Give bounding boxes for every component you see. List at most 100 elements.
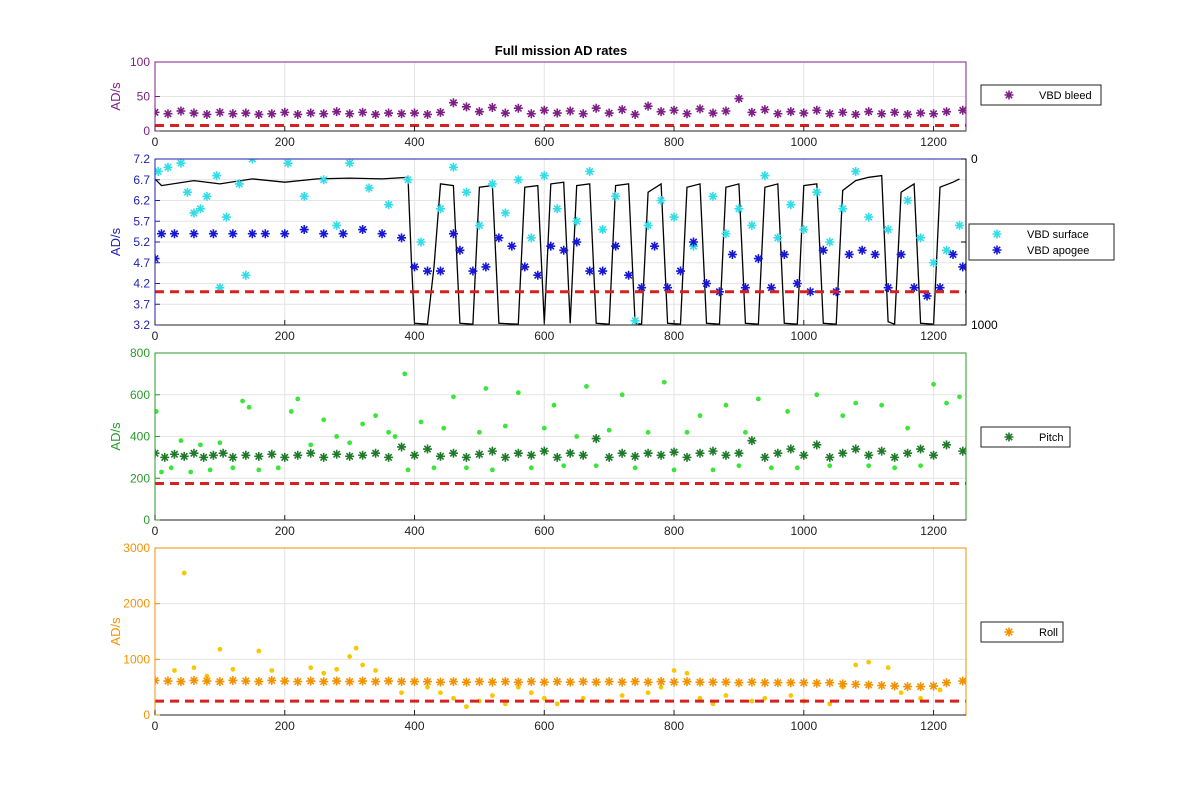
x-tick-label: 400 bbox=[405, 524, 425, 538]
data-point-roll bbox=[254, 677, 264, 687]
data-point-roll-extra bbox=[541, 695, 547, 701]
data-point-pitch-extra bbox=[477, 429, 482, 435]
data-point-vbd-bleed bbox=[838, 107, 848, 117]
data-point-vbd-bleed bbox=[890, 107, 900, 117]
data-point-pitch-extra bbox=[794, 465, 800, 471]
data-point-vbd-apogee bbox=[422, 266, 432, 276]
data-point-pitch bbox=[682, 452, 692, 462]
data-point-vbd-surface bbox=[500, 208, 510, 218]
data-point-pitch bbox=[695, 448, 705, 458]
data-point-pitch-extra bbox=[418, 419, 424, 425]
data-point-roll bbox=[656, 677, 666, 687]
data-point-roll bbox=[358, 676, 368, 686]
data-point-vbd-surface bbox=[734, 204, 744, 214]
data-point-roll bbox=[916, 682, 926, 692]
data-point-vbd-apogee bbox=[818, 245, 828, 255]
data-point-pitch bbox=[199, 452, 209, 462]
data-point-vbd-surface bbox=[448, 162, 458, 172]
data-point-vbd-surface bbox=[656, 196, 666, 205]
data-point-pitch-extra bbox=[441, 425, 447, 431]
data-point-pitch-extra bbox=[918, 463, 923, 469]
data-point-vbd-surface bbox=[332, 220, 342, 230]
data-point-vbd-bleed bbox=[513, 103, 523, 113]
data-point-roll-extra bbox=[658, 684, 664, 690]
data-point-roll bbox=[176, 677, 186, 687]
data-point-vbd-apogee bbox=[338, 229, 348, 239]
data-point-roll-extra bbox=[334, 666, 340, 672]
data-point-roll bbox=[721, 677, 731, 687]
data-point-pitch-extra bbox=[645, 429, 651, 435]
data-point-roll bbox=[539, 677, 549, 687]
data-point-vbd-apogee bbox=[358, 225, 368, 235]
data-point-vbd-bleed bbox=[474, 107, 484, 117]
data-point-roll bbox=[877, 680, 887, 690]
data-point-vbd-surface bbox=[825, 237, 835, 247]
data-point-vbd-bleed bbox=[319, 109, 329, 119]
data-point-pitch bbox=[332, 449, 342, 459]
y-tick-label: 3.7 bbox=[133, 297, 150, 311]
data-point-roll bbox=[487, 677, 497, 687]
legend-label: Roll bbox=[1039, 627, 1058, 639]
data-point-vbd-bleed bbox=[656, 107, 666, 117]
data-point-pitch bbox=[656, 450, 666, 460]
data-point-vbd-apogee bbox=[779, 249, 789, 259]
data-point-vbd-surface bbox=[669, 212, 679, 222]
data-point-vbd-apogee bbox=[494, 233, 504, 243]
data-point-pitch bbox=[812, 440, 822, 450]
data-point-pitch bbox=[825, 452, 835, 462]
data-point-roll bbox=[422, 677, 432, 687]
data-point-pitch-extra bbox=[246, 404, 252, 410]
data-point-roll bbox=[591, 677, 601, 687]
data-point-vbd-bleed bbox=[578, 109, 588, 119]
data-point-vbd-apogee bbox=[740, 283, 750, 293]
panel-pitch: 0 200 400 600 800 1000 1200 0 200 400 600 800 AD/s Pi… bbox=[108, 346, 1071, 538]
data-point-roll bbox=[448, 677, 458, 687]
data-point-vbd-bleed bbox=[708, 108, 718, 118]
data-point-vbd-bleed bbox=[958, 105, 966, 115]
data-point-pitch-extra bbox=[515, 390, 521, 396]
data-point-vbd-apogee bbox=[909, 283, 919, 293]
data-point-pitch bbox=[241, 450, 251, 460]
data-point-pitch bbox=[864, 450, 874, 460]
data-point-pitch bbox=[721, 450, 731, 460]
data-point-vbd-surface bbox=[176, 159, 186, 168]
legend-box bbox=[980, 84, 1102, 106]
data-point-vbd-bleed bbox=[565, 106, 575, 116]
data-point-vbd-bleed bbox=[630, 109, 640, 119]
data-point-pitch-extra bbox=[451, 394, 456, 400]
data-point-vbd-apogee bbox=[624, 270, 634, 280]
data-point-vbd-apogee bbox=[598, 266, 608, 276]
data-point-roll-extra bbox=[762, 695, 768, 701]
data-point-roll-extra bbox=[360, 662, 366, 668]
data-point-vbd-apogee bbox=[572, 237, 582, 247]
data-point-roll bbox=[202, 676, 212, 686]
data-point-vbd-bleed bbox=[526, 109, 536, 119]
data-point-vbd-bleed bbox=[228, 109, 238, 119]
data-point-pitch bbox=[669, 447, 679, 457]
data-point-pitch-extra bbox=[402, 371, 408, 377]
data-point-pitch bbox=[526, 450, 536, 460]
data-point-roll bbox=[864, 680, 874, 690]
data-point-pitch-extra bbox=[723, 402, 729, 408]
data-point-roll-extra bbox=[172, 668, 177, 673]
data-point-pitch bbox=[358, 450, 368, 460]
data-point-pitch bbox=[565, 448, 575, 458]
x-tick-label: 800 bbox=[664, 135, 684, 149]
data-point-roll-extra bbox=[181, 570, 187, 576]
data-point-roll-extra bbox=[866, 659, 872, 665]
data-point-vbd-bleed bbox=[604, 108, 614, 118]
data-point-pitch-extra bbox=[502, 423, 508, 429]
data-point-vbd-apogee bbox=[455, 245, 465, 255]
data-point-vbd-surface bbox=[461, 187, 471, 197]
data-point-vbd-bleed bbox=[916, 108, 926, 118]
data-point-vbd-bleed bbox=[734, 94, 744, 104]
data-point-pitch bbox=[578, 450, 588, 460]
y2-tick-label: 1000 bbox=[971, 318, 998, 332]
data-point-vbd-apogee bbox=[260, 229, 270, 239]
data-layer bbox=[155, 94, 966, 127]
legend-label: VBD apogee bbox=[1027, 245, 1089, 257]
data-point-vbd-apogee bbox=[753, 254, 763, 264]
data-point-roll-extra bbox=[464, 704, 469, 710]
data-point-vbd-apogee bbox=[533, 270, 543, 280]
data-point-roll bbox=[825, 678, 835, 688]
